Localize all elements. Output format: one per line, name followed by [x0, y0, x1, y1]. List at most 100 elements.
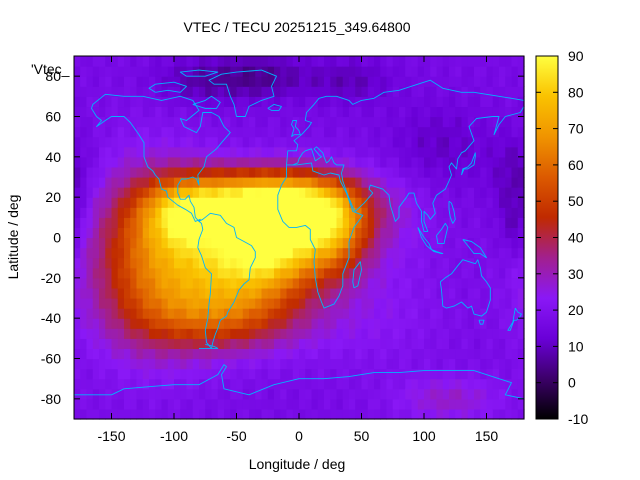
- heatmap-cell: [167, 197, 175, 208]
- heatmap-cell: [117, 146, 125, 158]
- heatmap-cell: [192, 267, 200, 279]
- heatmap-cell: [224, 56, 231, 67]
- heatmap-cell: [242, 298, 250, 309]
- heatmap-cell: [192, 96, 200, 108]
- heatmap-cell: [255, 368, 263, 380]
- heatmap-cell: [330, 267, 338, 279]
- heatmap-cell: [349, 76, 356, 87]
- heatmap-cell: [474, 348, 481, 360]
- heatmap-cell: [405, 277, 413, 289]
- heatmap-cell: [111, 318, 119, 329]
- heatmap-cell: [124, 398, 131, 410]
- heatmap-cell: [436, 398, 444, 410]
- heatmap-cell: [205, 56, 213, 67]
- heatmap-cell: [386, 56, 394, 67]
- heatmap-cell: [399, 116, 406, 128]
- heatmap-cell: [486, 388, 494, 400]
- heatmap-cell: [486, 136, 494, 148]
- heatmap-cell: [342, 257, 350, 269]
- heatmap-cell: [192, 66, 200, 77]
- heatmap-cell: [74, 217, 81, 229]
- heatmap-cell: [180, 177, 188, 188]
- heatmap-cell: [342, 156, 350, 168]
- heatmap-cell: [192, 368, 200, 380]
- heatmap-cell: [267, 298, 275, 309]
- heatmap-cell: [424, 177, 431, 188]
- heatmap-cell: [430, 358, 438, 370]
- heatmap-cell: [355, 267, 363, 279]
- heatmap-cell: [124, 298, 131, 309]
- heatmap-cell: [74, 227, 81, 239]
- heatmap-cell: [86, 348, 94, 360]
- heatmap-cell: [167, 126, 175, 138]
- heatmap-cell: [80, 388, 88, 400]
- heatmap-cell: [230, 96, 238, 108]
- heatmap-cell: [436, 86, 444, 97]
- heatmap-cell: [461, 146, 469, 158]
- heatmap-cell: [180, 257, 188, 269]
- heatmap-cell: [211, 146, 219, 158]
- heatmap-cell: [299, 338, 306, 350]
- heatmap-cell: [336, 177, 344, 188]
- heatmap-cell: [255, 177, 263, 188]
- y-tick-label: 40: [45, 149, 61, 165]
- heatmap-cell: [436, 126, 444, 138]
- heatmap-cell: [267, 217, 275, 229]
- heatmap-cell: [430, 207, 438, 218]
- heatmap-cell: [299, 247, 306, 259]
- heatmap-cell: [174, 166, 181, 178]
- coastline: [478, 319, 485, 325]
- heatmap-cell: [255, 388, 263, 400]
- heatmap-cell: [217, 267, 225, 279]
- heatmap-cell: [386, 318, 394, 329]
- heatmap-cell: [299, 388, 306, 400]
- heatmap-cell: [230, 187, 238, 198]
- heatmap-cell: [292, 106, 300, 118]
- heatmap-cell: [461, 96, 469, 108]
- heatmap-cell: [236, 207, 244, 218]
- heatmap-cell: [267, 227, 275, 239]
- heatmap-cell: [492, 308, 500, 319]
- heatmap-cell: [349, 318, 356, 329]
- heatmap-cell: [286, 76, 294, 87]
- heatmap-cell: [186, 267, 194, 279]
- heatmap-cell: [192, 56, 200, 67]
- heatmap-cell: [386, 166, 394, 178]
- heatmap-cell: [499, 277, 506, 289]
- heatmap-cell: [217, 106, 225, 118]
- heatmap-cell: [417, 126, 425, 138]
- heatmap-cell: [230, 408, 238, 420]
- heatmap-cell: [430, 217, 438, 229]
- heatmap-cell: [74, 136, 81, 148]
- heatmap-cell: [311, 318, 319, 329]
- heatmap-cell: [167, 338, 175, 350]
- heatmap-cell: [467, 76, 475, 87]
- heatmap-cell: [374, 106, 381, 118]
- heatmap-cell: [511, 106, 519, 118]
- heatmap-cell: [280, 96, 288, 108]
- heatmap-cell: [299, 408, 306, 420]
- heatmap-cell: [161, 237, 169, 249]
- heatmap-cell: [324, 398, 331, 410]
- heatmap-cell: [292, 247, 300, 259]
- heatmap-cell: [505, 298, 513, 309]
- heatmap-cell: [324, 227, 331, 239]
- coastline: [74, 364, 525, 400]
- heatmap-cell: [111, 177, 119, 188]
- heatmap-cell: [286, 217, 294, 229]
- heatmap-cell: [342, 328, 350, 339]
- heatmap-cell: [274, 136, 281, 148]
- heatmap-cell: [230, 368, 238, 380]
- heatmap-cell: [174, 267, 181, 279]
- heatmap-cell: [130, 378, 138, 390]
- heatmap-cell: [192, 247, 200, 259]
- heatmap-cell: [399, 106, 406, 118]
- heatmap-cell: [280, 378, 288, 390]
- heatmap-cell: [249, 318, 256, 329]
- heatmap-cell: [299, 328, 306, 339]
- heatmap-cell: [311, 146, 319, 158]
- heatmap-cell: [342, 287, 350, 299]
- heatmap-cell: [505, 156, 513, 168]
- heatmap-cell: [249, 287, 256, 299]
- heatmap-cell: [174, 388, 181, 400]
